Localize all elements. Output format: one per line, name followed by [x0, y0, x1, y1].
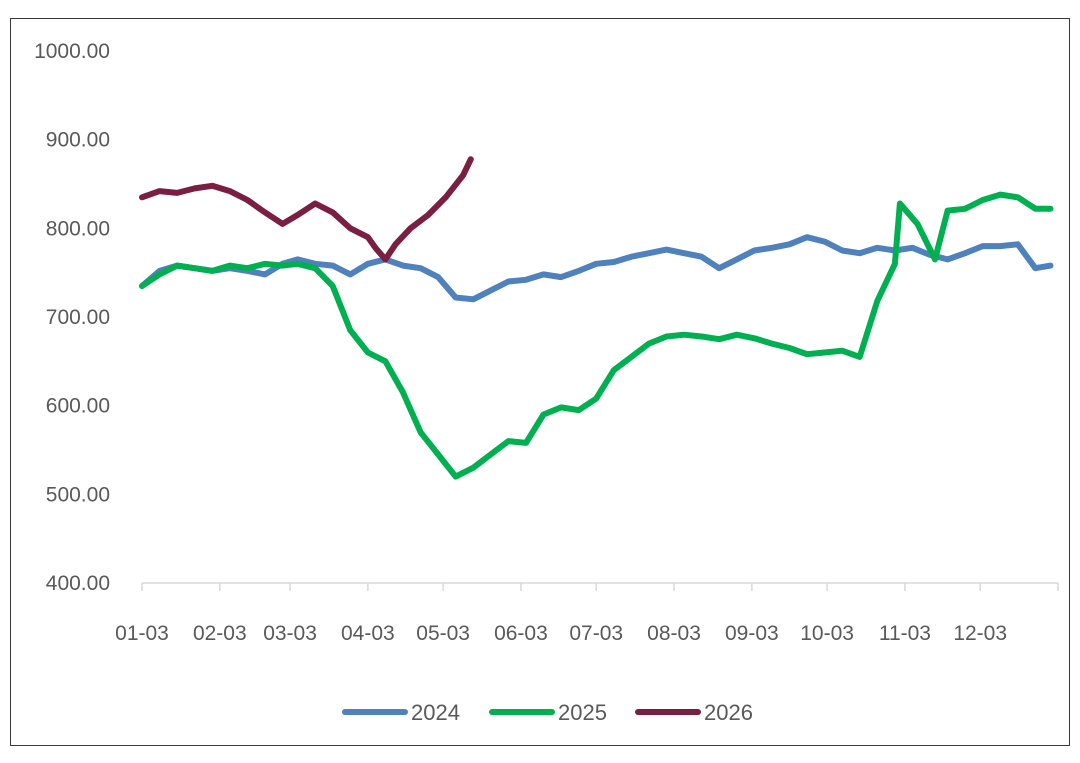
x-tick-label: 07-03: [569, 622, 623, 645]
y-axis: 400.00 500.00 600.00 700.00 800.00 900.00 1000…: [34, 40, 110, 595]
plot-area: [139, 156, 1054, 480]
y-tick-label: 900.00: [46, 129, 110, 152]
x-tick-label: 12-03: [953, 622, 1007, 645]
series-line-2026: [139, 156, 474, 263]
x-axis: 01-03 02-03 03-03 04-03 05-03 06-03 07-03 08-03…: [115, 582, 1059, 645]
legend-label-2026: 2026: [704, 700, 753, 725]
x-tick-label: 08-03: [647, 622, 701, 645]
y-tick-label: 700.00: [46, 306, 110, 329]
chart-frame: [10, 18, 1070, 746]
x-tick-label: 11-03: [879, 622, 931, 645]
x-tick-label: 03-03: [263, 622, 317, 645]
legend: 2024 2025 2026: [342, 700, 753, 725]
y-tick-label: 600.00: [46, 395, 110, 418]
y-tick-label: 400.00: [46, 572, 110, 595]
series-line-2025: [139, 191, 1054, 480]
series-line-2024: [139, 234, 1054, 303]
x-tick-label: 05-03: [416, 622, 470, 645]
x-tick-label: 06-03: [494, 622, 548, 645]
x-tick-label: 09-03: [725, 622, 779, 645]
legend-label-2024: 2024: [411, 700, 460, 725]
y-tick-label: 500.00: [46, 483, 110, 506]
y-tick-label: 1000.00: [34, 40, 110, 63]
x-tick-label: 02-03: [193, 622, 247, 645]
x-tick-label: 04-03: [341, 622, 395, 645]
y-tick-label: 800.00: [46, 217, 110, 240]
x-tick-label: 01-03: [115, 622, 169, 645]
legend-label-2025: 2025: [558, 700, 607, 725]
x-tick-label: 10-03: [800, 622, 854, 645]
